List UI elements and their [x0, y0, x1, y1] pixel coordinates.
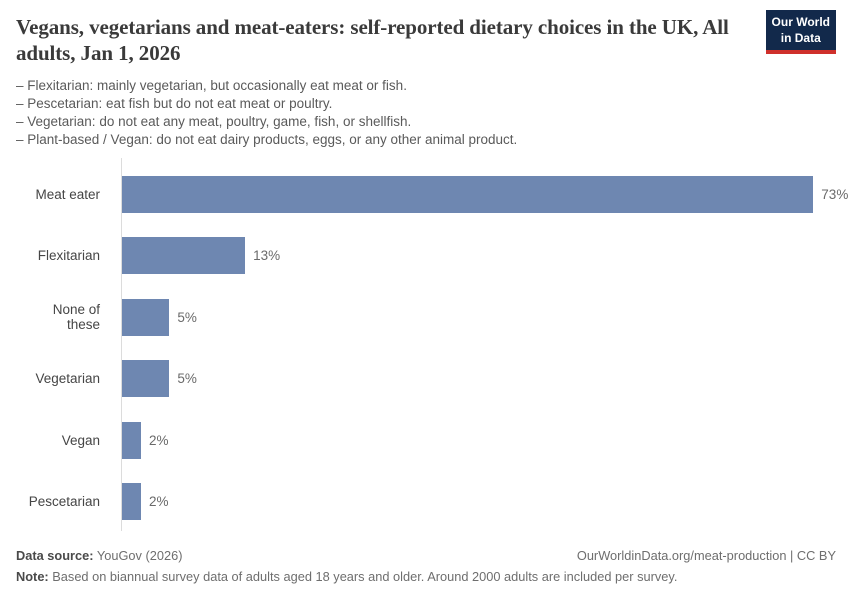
- note-value: Based on biannual survey data of adults …: [52, 568, 678, 584]
- value-label: 73%: [821, 186, 849, 202]
- subtitle-line-pescetarian: – Pescetarian: eat fish but do not eat m…: [16, 95, 333, 111]
- subtitle-line-vegan: – Plant-based / Vegan: do not eat dairy …: [16, 131, 518, 147]
- chart-row: None of these 5%: [16, 287, 836, 349]
- value-label: 2%: [148, 494, 169, 510]
- chart-footer: Data source: YouGov (2026) OurWorldinDat…: [16, 546, 836, 586]
- bar-chart: Meat eater 73% Flexitarian 13% None of t…: [16, 157, 848, 533]
- subtitle-line-vegetarian: – Vegetarian: do not eat any meat, poult…: [16, 113, 412, 129]
- y-axis-line: [121, 157, 122, 531]
- data-source-line: Data source: YouGov (2026): [16, 546, 182, 565]
- chart-row: Vegetarian 5%: [16, 348, 836, 410]
- bar[interactable]: [122, 483, 141, 521]
- chart-rows: Meat eater 73% Flexitarian 13% None of t…: [16, 164, 848, 533]
- bar[interactable]: [122, 360, 170, 398]
- chart-header: Vegans, vegetarians and meat-eaters: sel…: [16, 10, 836, 67]
- bar-area: 2%: [105, 410, 836, 472]
- chart-row: Vegan 2%: [16, 410, 836, 472]
- note-label: Note:: [16, 568, 49, 584]
- bar[interactable]: [122, 421, 141, 459]
- bar[interactable]: [122, 298, 170, 336]
- category-label: Flexitarian: [37, 248, 100, 264]
- category-label: Pescetarian: [28, 494, 100, 510]
- bar[interactable]: [122, 175, 814, 213]
- bar-area: 5%: [105, 348, 836, 410]
- value-label: 5%: [177, 371, 197, 387]
- bar[interactable]: [122, 237, 246, 275]
- owid-logo[interactable]: Our World in Data: [765, 10, 836, 55]
- data-source-value: YouGov (2026): [96, 547, 183, 563]
- category-label: None of these: [52, 302, 100, 333]
- chart-subtitle: – Flexitarian: mainly vegetarian, but oc…: [16, 77, 836, 149]
- category-label: Vegan: [61, 432, 100, 448]
- value-label: 13%: [253, 248, 281, 264]
- chart-row: Flexitarian 13%: [16, 225, 836, 287]
- bar-area: 13%: [105, 225, 836, 287]
- bar-area: 73%: [105, 164, 848, 226]
- owid-logo-line1: Our World: [771, 15, 830, 29]
- note-line: Note: Based on biannual survey data of a…: [16, 567, 836, 586]
- chart-title: Vegans, vegetarians and meat-eaters: sel…: [16, 15, 729, 66]
- subtitle-line-flexitarian: – Flexitarian: mainly vegetarian, but oc…: [16, 77, 407, 93]
- value-label: 2%: [148, 432, 169, 448]
- value-label: 5%: [177, 309, 197, 325]
- data-source-label: Data source:: [16, 547, 94, 563]
- bar-area: 5%: [105, 287, 836, 349]
- category-label: Vegetarian: [35, 371, 100, 387]
- owid-logo-line2: in Data: [780, 30, 821, 45]
- bar-area: 2%: [105, 471, 836, 533]
- chart-row: Pescetarian 2%: [16, 471, 836, 533]
- chart-row: Meat eater 73%: [16, 164, 848, 226]
- owid-license-link[interactable]: OurWorldinData.org/meat-production | CC …: [576, 547, 836, 563]
- category-label: Meat eater: [35, 186, 100, 202]
